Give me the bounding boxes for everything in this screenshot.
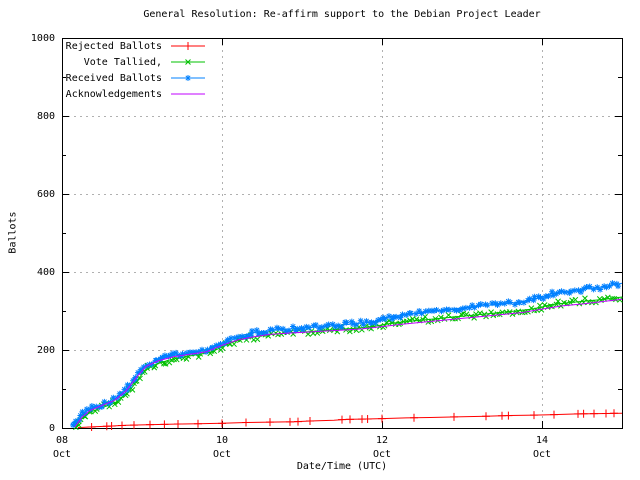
x-tick-label-day: 08 (56, 435, 68, 446)
legend-item-vote-tallied: Vote Tallied, (64, 54, 206, 70)
x-tick-label-month: Oct (213, 449, 231, 460)
legend-item-rejected-ballots: Rejected Ballots (64, 38, 206, 54)
x-tick-label-month: Oct (373, 449, 391, 460)
y-tick-label: 0 (49, 423, 55, 434)
y-tick-label: 800 (37, 111, 55, 122)
legend-item-acknowledgements: Acknowledgements (64, 86, 206, 102)
series-markers-received-ballots (70, 280, 622, 429)
y-tick-label: 1000 (31, 33, 55, 44)
gridlines (62, 38, 622, 428)
x-tick-label-day: 10 (216, 435, 228, 446)
legend-label: Acknowledgements (65, 88, 162, 100)
legend-label: Vote Tallied, (83, 56, 162, 68)
series-markers-rejected-ballots (87, 409, 618, 431)
legend: Rejected Ballots Vote Tallied, Received Ba… (64, 38, 206, 102)
series-line-acknowledgements (74, 298, 623, 428)
legend-sample-none-line (171, 93, 205, 95)
chart-title: General Resolution: Re-affirm support to… (143, 9, 541, 20)
y-tick-label: 400 (37, 267, 55, 278)
y-tick-label: 200 (37, 345, 55, 356)
x-tick-label-day: 12 (376, 435, 388, 446)
y-tick-label: 600 (37, 189, 55, 200)
y-axis-label: Ballots (7, 211, 19, 254)
legend-item-received-ballots: Received Ballots (64, 70, 206, 86)
series-acknowledgements (74, 298, 623, 428)
series-received-ballots (70, 280, 623, 429)
series-rejected-ballots (77, 409, 623, 431)
legend-sample-cross-line (171, 59, 205, 65)
x-tick-label-month: Oct (533, 449, 551, 460)
legend-sample-asterisk-line (171, 75, 205, 81)
x-tick-label-month: Oct (53, 449, 71, 460)
plot-border (62, 38, 623, 429)
legend-label: Rejected Ballots (65, 40, 162, 52)
tick-labels: 0 200 400 600 800 1000 08 Oct 10 Oct 12 Oct 14 Oct (31, 33, 551, 460)
legend-sample-plus-line (171, 42, 205, 50)
x-axis-label: Date/Time (UTC) (296, 461, 388, 472)
legend-label: Received Ballots (65, 72, 162, 84)
x-tick-label-day: 14 (536, 435, 548, 446)
